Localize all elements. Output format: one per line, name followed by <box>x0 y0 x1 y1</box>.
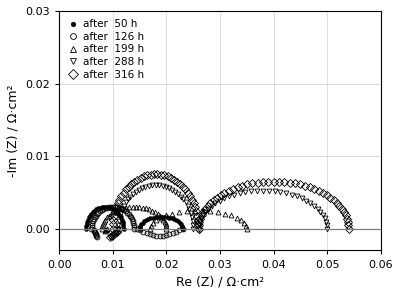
after  199 h <box>102 229 107 233</box>
Legend: after  50 h, after  126 h, after  199 h, after  288 h, after  316 h: after 50 h, after 126 h, after 199 h, af… <box>64 16 148 83</box>
after  126 h <box>131 221 136 224</box>
Line: after  50 h: after 50 h <box>84 205 184 231</box>
after  288 h <box>325 227 330 230</box>
after  126 h <box>180 227 185 230</box>
after  316 h <box>138 176 143 180</box>
after  316 h <box>155 173 160 176</box>
after  50 h <box>180 225 185 229</box>
after  288 h <box>191 227 196 230</box>
after  199 h <box>100 224 105 228</box>
after  199 h <box>111 210 116 214</box>
Line: after  288 h: after 288 h <box>108 183 330 240</box>
after  50 h <box>176 220 180 223</box>
after  316 h <box>346 224 351 227</box>
after  126 h <box>134 227 139 230</box>
Line: after  126 h: after 126 h <box>89 204 185 240</box>
after  316 h <box>145 173 150 177</box>
after  199 h <box>104 216 109 219</box>
after  199 h <box>244 224 248 227</box>
Y-axis label: -Im (Z) / Ω·cm²: -Im (Z) / Ω·cm² <box>7 84 20 177</box>
after  50 h <box>114 210 119 214</box>
X-axis label: Re (Z) / Ω·cm²: Re (Z) / Ω·cm² <box>176 275 264 288</box>
after  199 h <box>130 205 135 209</box>
after  199 h <box>137 205 142 209</box>
after  50 h <box>99 205 104 209</box>
after  288 h <box>213 201 218 205</box>
after  316 h <box>316 189 321 193</box>
after  50 h <box>102 205 106 209</box>
after  288 h <box>167 186 172 190</box>
after  50 h <box>84 227 88 230</box>
after  316 h <box>346 220 350 224</box>
after  126 h <box>110 205 115 209</box>
after  288 h <box>153 183 158 187</box>
after  316 h <box>114 206 119 209</box>
after  288 h <box>116 223 121 227</box>
after  50 h <box>88 214 92 217</box>
after  126 h <box>94 236 99 239</box>
Line: after  199 h: after 199 h <box>100 204 249 233</box>
after  126 h <box>92 215 97 219</box>
after  288 h <box>108 236 112 239</box>
after  126 h <box>174 230 178 234</box>
after  50 h <box>180 227 185 230</box>
after  126 h <box>91 217 96 221</box>
after  316 h <box>346 227 351 230</box>
after  288 h <box>278 190 283 194</box>
after  316 h <box>108 236 112 239</box>
after  50 h <box>94 208 98 211</box>
after  288 h <box>222 196 226 200</box>
after  199 h <box>244 227 249 230</box>
after  126 h <box>154 234 159 237</box>
Line: after  316 h: after 316 h <box>107 171 351 240</box>
after  199 h <box>229 214 234 217</box>
